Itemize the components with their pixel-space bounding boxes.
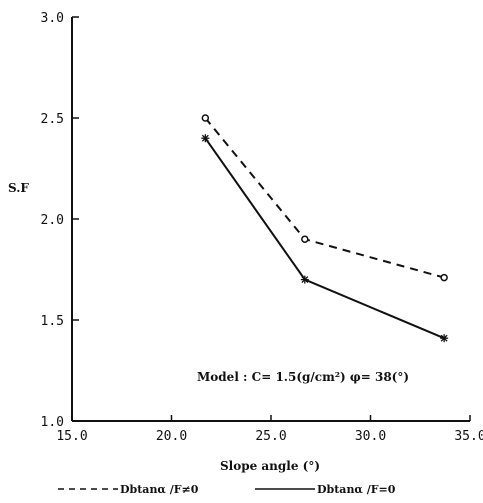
x-tick-label: 30.0 <box>355 429 386 444</box>
legend-label: Dbtanα /F=0 <box>317 483 396 496</box>
data-point-star <box>300 275 309 284</box>
series-dashed <box>201 114 448 282</box>
star-stroke <box>440 334 448 342</box>
star-stroke <box>201 134 209 142</box>
series-line <box>204 137 445 340</box>
y-tick-label: 1.5 <box>41 314 64 329</box>
y-tick-label: 3.0 <box>41 11 64 26</box>
y-tick-label: 2.0 <box>41 213 64 228</box>
series-solid <box>201 134 449 343</box>
x-tick-label: 35.0 <box>454 429 483 444</box>
y-tick-label: 1.0 <box>41 415 64 430</box>
series-layer <box>201 114 449 343</box>
model-annotation: Model : C= 1.5(g/cm²) φ= 38(°) <box>197 370 409 384</box>
data-point-circle <box>440 273 448 282</box>
x-tick-label: 15.0 <box>56 429 87 444</box>
legend-label: Dbtanα /F≠0 <box>120 483 199 496</box>
data-point-circle <box>301 235 309 243</box>
x-tick-label: 20.0 <box>156 429 187 444</box>
x-tick-label: 25.0 <box>255 429 286 444</box>
legend: Dbtanα /F≠0 Dbtanα /F=0 <box>58 483 396 496</box>
x-axis-title: Slope angle (°) <box>220 459 320 473</box>
data-point-circle <box>201 114 210 122</box>
y-tick-label: 2.5 <box>41 112 64 127</box>
data-point-star <box>201 134 210 143</box>
series-line <box>204 117 445 279</box>
star-stroke <box>301 276 309 284</box>
axes: 1.0 1.5 2.0 2.5 3.0 15.0 20.0 25.0 30.0 35.0 <box>41 11 483 444</box>
data-point-star <box>440 334 449 343</box>
y-axis-title: S.F <box>8 181 29 195</box>
